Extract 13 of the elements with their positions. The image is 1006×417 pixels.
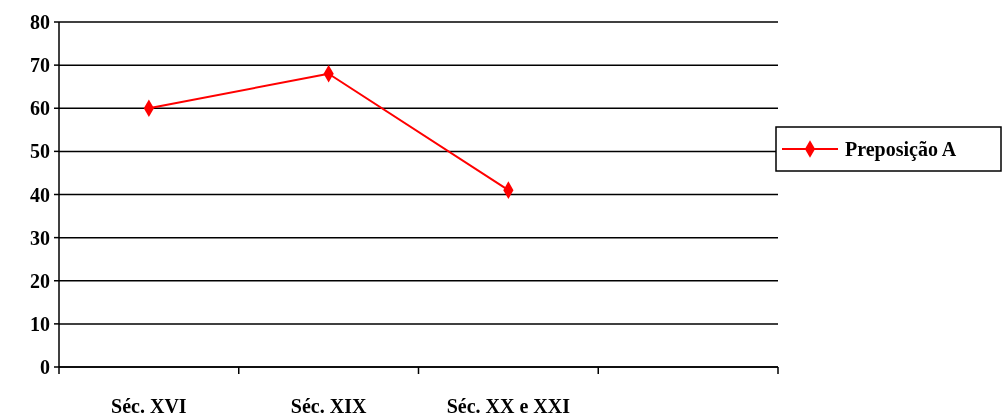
x-tick-label: Séc. XX e XXI <box>446 395 571 417</box>
y-tick-label: 0 <box>40 356 50 378</box>
x-tick-label: Séc. XVI <box>111 395 187 417</box>
y-tick-label: 10 <box>30 312 50 335</box>
y-tick-label: 70 <box>30 54 50 77</box>
y-tick-label: 20 <box>30 269 50 292</box>
y-tick-label: 30 <box>30 226 50 249</box>
y-tick-label: 80 <box>30 11 50 33</box>
x-tick-label: Séc. XIX <box>290 395 367 417</box>
y-tick-label: 40 <box>30 183 50 206</box>
y-tick-label: 50 <box>30 140 50 163</box>
y-tick-label: 60 <box>30 97 50 120</box>
legend-label: Preposição A <box>845 138 957 161</box>
